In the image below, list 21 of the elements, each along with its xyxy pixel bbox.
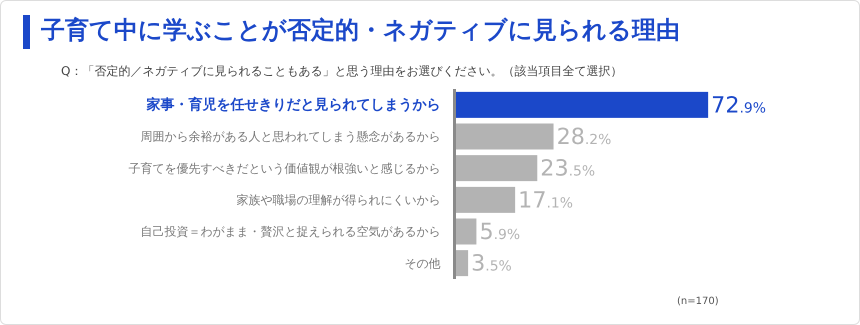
bar — [456, 124, 554, 150]
y-tick-label: 子育てを優先すべきだという価値観が根強いと感じるから — [128, 161, 441, 176]
chart-title: 子育て中に学ぶことが否定的・ネガティブに見られる理由 — [41, 15, 680, 46]
data-label: 3.5% — [471, 250, 512, 277]
bar — [456, 218, 476, 244]
bar — [456, 155, 538, 182]
y-tick-label: 家族や職場の理解が得られにくいから — [236, 193, 441, 208]
y-tick-label: 自己投資＝わがまま・贅沢と捉えられる空気があるから — [140, 224, 441, 239]
y-tick-label: 家事・育児を任せきりだと見られてしまうから — [146, 96, 441, 114]
bar — [456, 250, 468, 276]
text: (n=170) — [677, 296, 719, 307]
bar — [456, 92, 708, 118]
text: Q：「否定的／ネガティブに見られることもある」と思う理由をお選びください。（該当項目全て選択） — [61, 63, 622, 80]
y-tick-label: 周囲から余裕がある人と思われてしまう懸念があるから — [140, 130, 441, 144]
data-label: 17.1% — [518, 187, 573, 214]
data-label: 5.9% — [479, 218, 520, 245]
bar — [456, 186, 516, 213]
y-tick-label: その他 — [404, 256, 441, 270]
data-label: 72.9% — [711, 92, 766, 118]
data-label: 23.5% — [540, 156, 596, 182]
data-label: 28.2% — [556, 124, 612, 150]
